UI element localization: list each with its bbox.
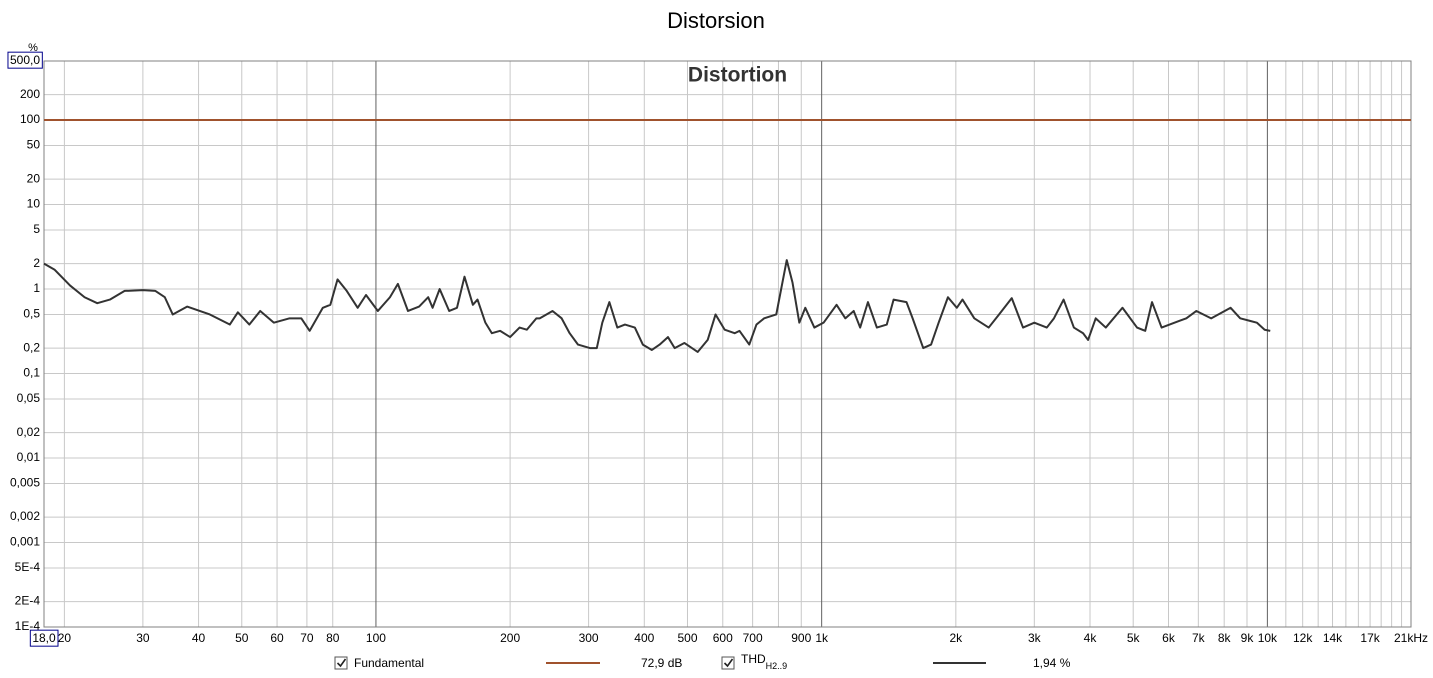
legend-value: 1,94 %	[1033, 656, 1071, 670]
legend-label-sub: H2..9	[766, 661, 788, 671]
y-tick-label: 0,5	[23, 307, 40, 321]
legend-value: 72,9 dB	[641, 656, 682, 670]
x-tick-label: 3k	[1028, 631, 1042, 645]
x-tick-label: 18,0	[32, 631, 56, 645]
x-tick-label: 80	[326, 631, 340, 645]
plot-subtitle: Distortion	[688, 64, 787, 87]
x-tick-label: 20	[58, 631, 72, 645]
x-tick-label: 600	[713, 631, 733, 645]
y-tick-label: 0,001	[10, 535, 40, 549]
legend-checkbox[interactable]	[721, 656, 735, 670]
tick-label-box	[29, 629, 59, 647]
y-tick-label: 500,0	[10, 53, 40, 67]
x-tick-label: 300	[579, 631, 599, 645]
y-tick-label: 0,2	[23, 340, 40, 354]
x-tick-label: 10k	[1258, 631, 1278, 645]
x-tick-label: 1k	[815, 631, 829, 645]
y-tick-label: 2E-4	[15, 594, 41, 608]
y-tick-label: 50	[27, 138, 41, 152]
y-tick-label: 5	[33, 222, 40, 236]
y-tick-label: 100	[20, 112, 40, 126]
tick-label-box	[7, 51, 43, 69]
grid	[43, 60, 1412, 628]
x-tick-label: 60	[270, 631, 284, 645]
y-tick-label: 0,1	[23, 366, 40, 380]
x-tick-label: 12k	[1293, 631, 1313, 645]
x-tick-label: 700	[743, 631, 763, 645]
y-tick-label: 0,01	[17, 450, 41, 464]
x-tick-label: 2k	[949, 631, 963, 645]
y-tick-label: 0,005	[10, 476, 40, 490]
plot-frame	[43, 60, 1412, 628]
x-tick-label: 50	[235, 631, 249, 645]
x-tick-label: 8k	[1218, 631, 1232, 645]
x-tick-label: 14k	[1323, 631, 1343, 645]
legend: Fundamental 72,9 dB THDH2..9 1,94 %	[334, 652, 1071, 671]
x-tick-label: 500	[677, 631, 697, 645]
y-tick-label: 200	[20, 87, 40, 101]
x-tick-label: 9k	[1241, 631, 1255, 645]
y-tick-label: 0,05	[17, 391, 41, 405]
y-tick-label: 0,02	[17, 425, 41, 439]
legend-label: Fundamental	[354, 656, 424, 670]
y-tick-label: 10	[27, 197, 41, 211]
legend-label-main: THD	[741, 652, 766, 666]
x-tick-label: 30	[136, 631, 150, 645]
x-tick-label: 900	[791, 631, 811, 645]
x-tick-label: 100	[366, 631, 386, 645]
x-tick-label: 200	[500, 631, 520, 645]
x-tick-label: 21kHz	[1394, 631, 1428, 645]
chart-title: Distorsion	[667, 8, 765, 33]
x-tick-label: 4k	[1084, 631, 1098, 645]
x-tick-label: 7k	[1192, 631, 1206, 645]
y-tick-label: 0,002	[10, 509, 40, 523]
y-axis-unit: %	[28, 42, 38, 54]
y-tick-label: 2	[33, 256, 40, 270]
y-tick-label: 5E-4	[15, 560, 41, 574]
x-tick-label: 400	[634, 631, 654, 645]
x-tick-label: 17k	[1360, 631, 1380, 645]
x-tick-label: 6k	[1162, 631, 1176, 645]
legend-checkbox[interactable]	[334, 656, 348, 670]
y-tick-label: 20	[27, 171, 41, 185]
x-tick-label: 5k	[1127, 631, 1141, 645]
data-line	[43, 259, 1271, 353]
legend-label: THDH2..9	[741, 652, 787, 671]
y-tick-label: 1	[33, 281, 40, 295]
x-tick-label: 70	[300, 631, 314, 645]
x-tick-label: 40	[192, 631, 206, 645]
